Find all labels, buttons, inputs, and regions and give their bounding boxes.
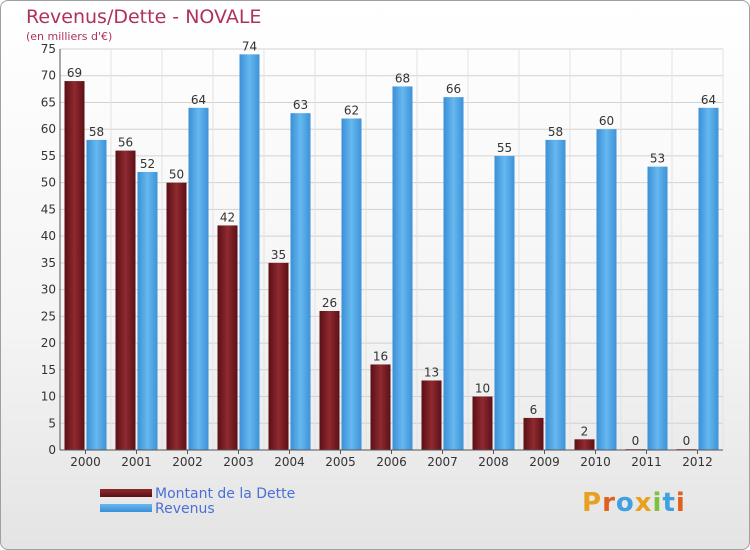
x-tick-label: 2010 [580, 455, 611, 469]
y-tick-label: 35 [41, 256, 56, 270]
bar-dette [217, 225, 238, 450]
bar-revenus [443, 97, 464, 451]
y-tick-label: 45 [41, 202, 56, 216]
logo-letter: i [675, 488, 686, 518]
x-tick-label: 2005 [325, 455, 356, 469]
data-label-revenus: 64 [191, 93, 206, 107]
bar-dette [268, 262, 289, 450]
bar-dette [166, 182, 187, 450]
x-tick-label: 2000 [70, 455, 101, 469]
data-label-dette: 13 [424, 365, 439, 379]
y-tick-label: 0 [48, 443, 56, 457]
y-tick-label: 65 [41, 95, 56, 109]
legend-swatch-debt [100, 489, 152, 497]
legend-swatch-revenus [100, 504, 152, 512]
y-tick-label: 70 [41, 69, 56, 83]
logo-letter: t [662, 488, 676, 518]
y-tick-label: 25 [41, 309, 56, 323]
y-tick-label: 30 [41, 283, 56, 297]
x-tick-label: 2003 [223, 455, 254, 469]
bar-dette [115, 150, 136, 450]
x-tick-label: 2009 [529, 455, 560, 469]
data-label-dette: 26 [322, 296, 337, 310]
bar-dette [319, 310, 340, 450]
bar-revenus [596, 129, 617, 450]
logo-letter: o [615, 488, 635, 518]
data-label-dette: 42 [220, 210, 235, 224]
data-label-dette: 50 [169, 168, 184, 182]
bar-revenus [86, 139, 107, 451]
data-label-dette: 10 [475, 382, 490, 396]
data-label-dette: 0 [683, 434, 691, 448]
bar-dette [523, 417, 544, 450]
bar-dette [574, 439, 595, 450]
bar-revenus [647, 166, 668, 451]
y-tick-label: 40 [41, 229, 56, 243]
data-label-dette: 6 [530, 403, 538, 417]
bar-revenus [137, 171, 158, 450]
bar-revenus [545, 139, 566, 451]
y-tick-label: 5 [48, 416, 56, 430]
y-tick-label: 20 [41, 336, 56, 350]
y-tick-label: 15 [41, 363, 56, 377]
bar-revenus [392, 86, 413, 450]
data-label-dette: 69 [67, 66, 82, 80]
data-label-revenus: 53 [650, 152, 665, 166]
bar-revenus [494, 155, 515, 450]
data-label-dette: 35 [271, 248, 286, 262]
legend-label-revenus: Revenus [155, 501, 215, 517]
logo-letter: r [602, 488, 616, 518]
y-tick-label: 55 [41, 149, 56, 163]
x-tick-label: 2001 [121, 455, 152, 469]
x-tick-label: 2002 [172, 455, 203, 469]
x-tick-label: 2006 [376, 455, 407, 469]
x-tick-label: 2007 [427, 455, 458, 469]
x-tick-label: 2008 [478, 455, 509, 469]
bar-dette [370, 364, 391, 450]
y-tick-label: 10 [41, 390, 56, 404]
bar-dette [472, 396, 493, 450]
bar-revenus [239, 54, 260, 450]
logo-letter: x [634, 488, 653, 518]
data-label-revenus: 68 [395, 71, 410, 85]
data-label-dette: 16 [373, 349, 388, 363]
data-label-revenus: 64 [701, 93, 716, 107]
data-label-revenus: 74 [242, 39, 257, 53]
legend-label-debt: Montant de la Dette [155, 486, 296, 502]
logo-letter: P [582, 488, 603, 518]
y-tick-label: 50 [41, 176, 56, 190]
bar-revenus [290, 113, 311, 450]
data-label-revenus: 60 [599, 114, 614, 128]
logo-letter: i [652, 488, 663, 518]
data-label-dette: 0 [632, 434, 640, 448]
data-label-revenus: 58 [89, 125, 104, 139]
data-label-revenus: 66 [446, 82, 461, 96]
data-label-revenus: 62 [344, 104, 359, 118]
bar-dette [64, 81, 85, 450]
data-label-revenus: 58 [548, 125, 563, 139]
data-label-revenus: 63 [293, 98, 308, 112]
bar-revenus [188, 107, 209, 451]
x-tick-label: 2011 [631, 455, 662, 469]
bar-revenus [698, 107, 719, 451]
x-tick-label: 2012 [682, 455, 713, 469]
bar-dette [421, 380, 442, 450]
data-label-dette: 56 [118, 136, 133, 150]
bar-revenus [341, 118, 362, 451]
chart-title: Revenus/Dette - NOVALE [26, 6, 262, 28]
y-tick-label: 60 [41, 122, 56, 136]
data-label-dette: 2 [581, 424, 589, 438]
chart-subtitle: (en milliers d'€) [26, 30, 113, 43]
proxiti-logo: Proxiti [582, 488, 686, 518]
x-tick-label: 2004 [274, 455, 305, 469]
y-tick-label: 75 [41, 42, 56, 56]
data-label-revenus: 55 [497, 141, 512, 155]
data-label-revenus: 52 [140, 157, 155, 171]
